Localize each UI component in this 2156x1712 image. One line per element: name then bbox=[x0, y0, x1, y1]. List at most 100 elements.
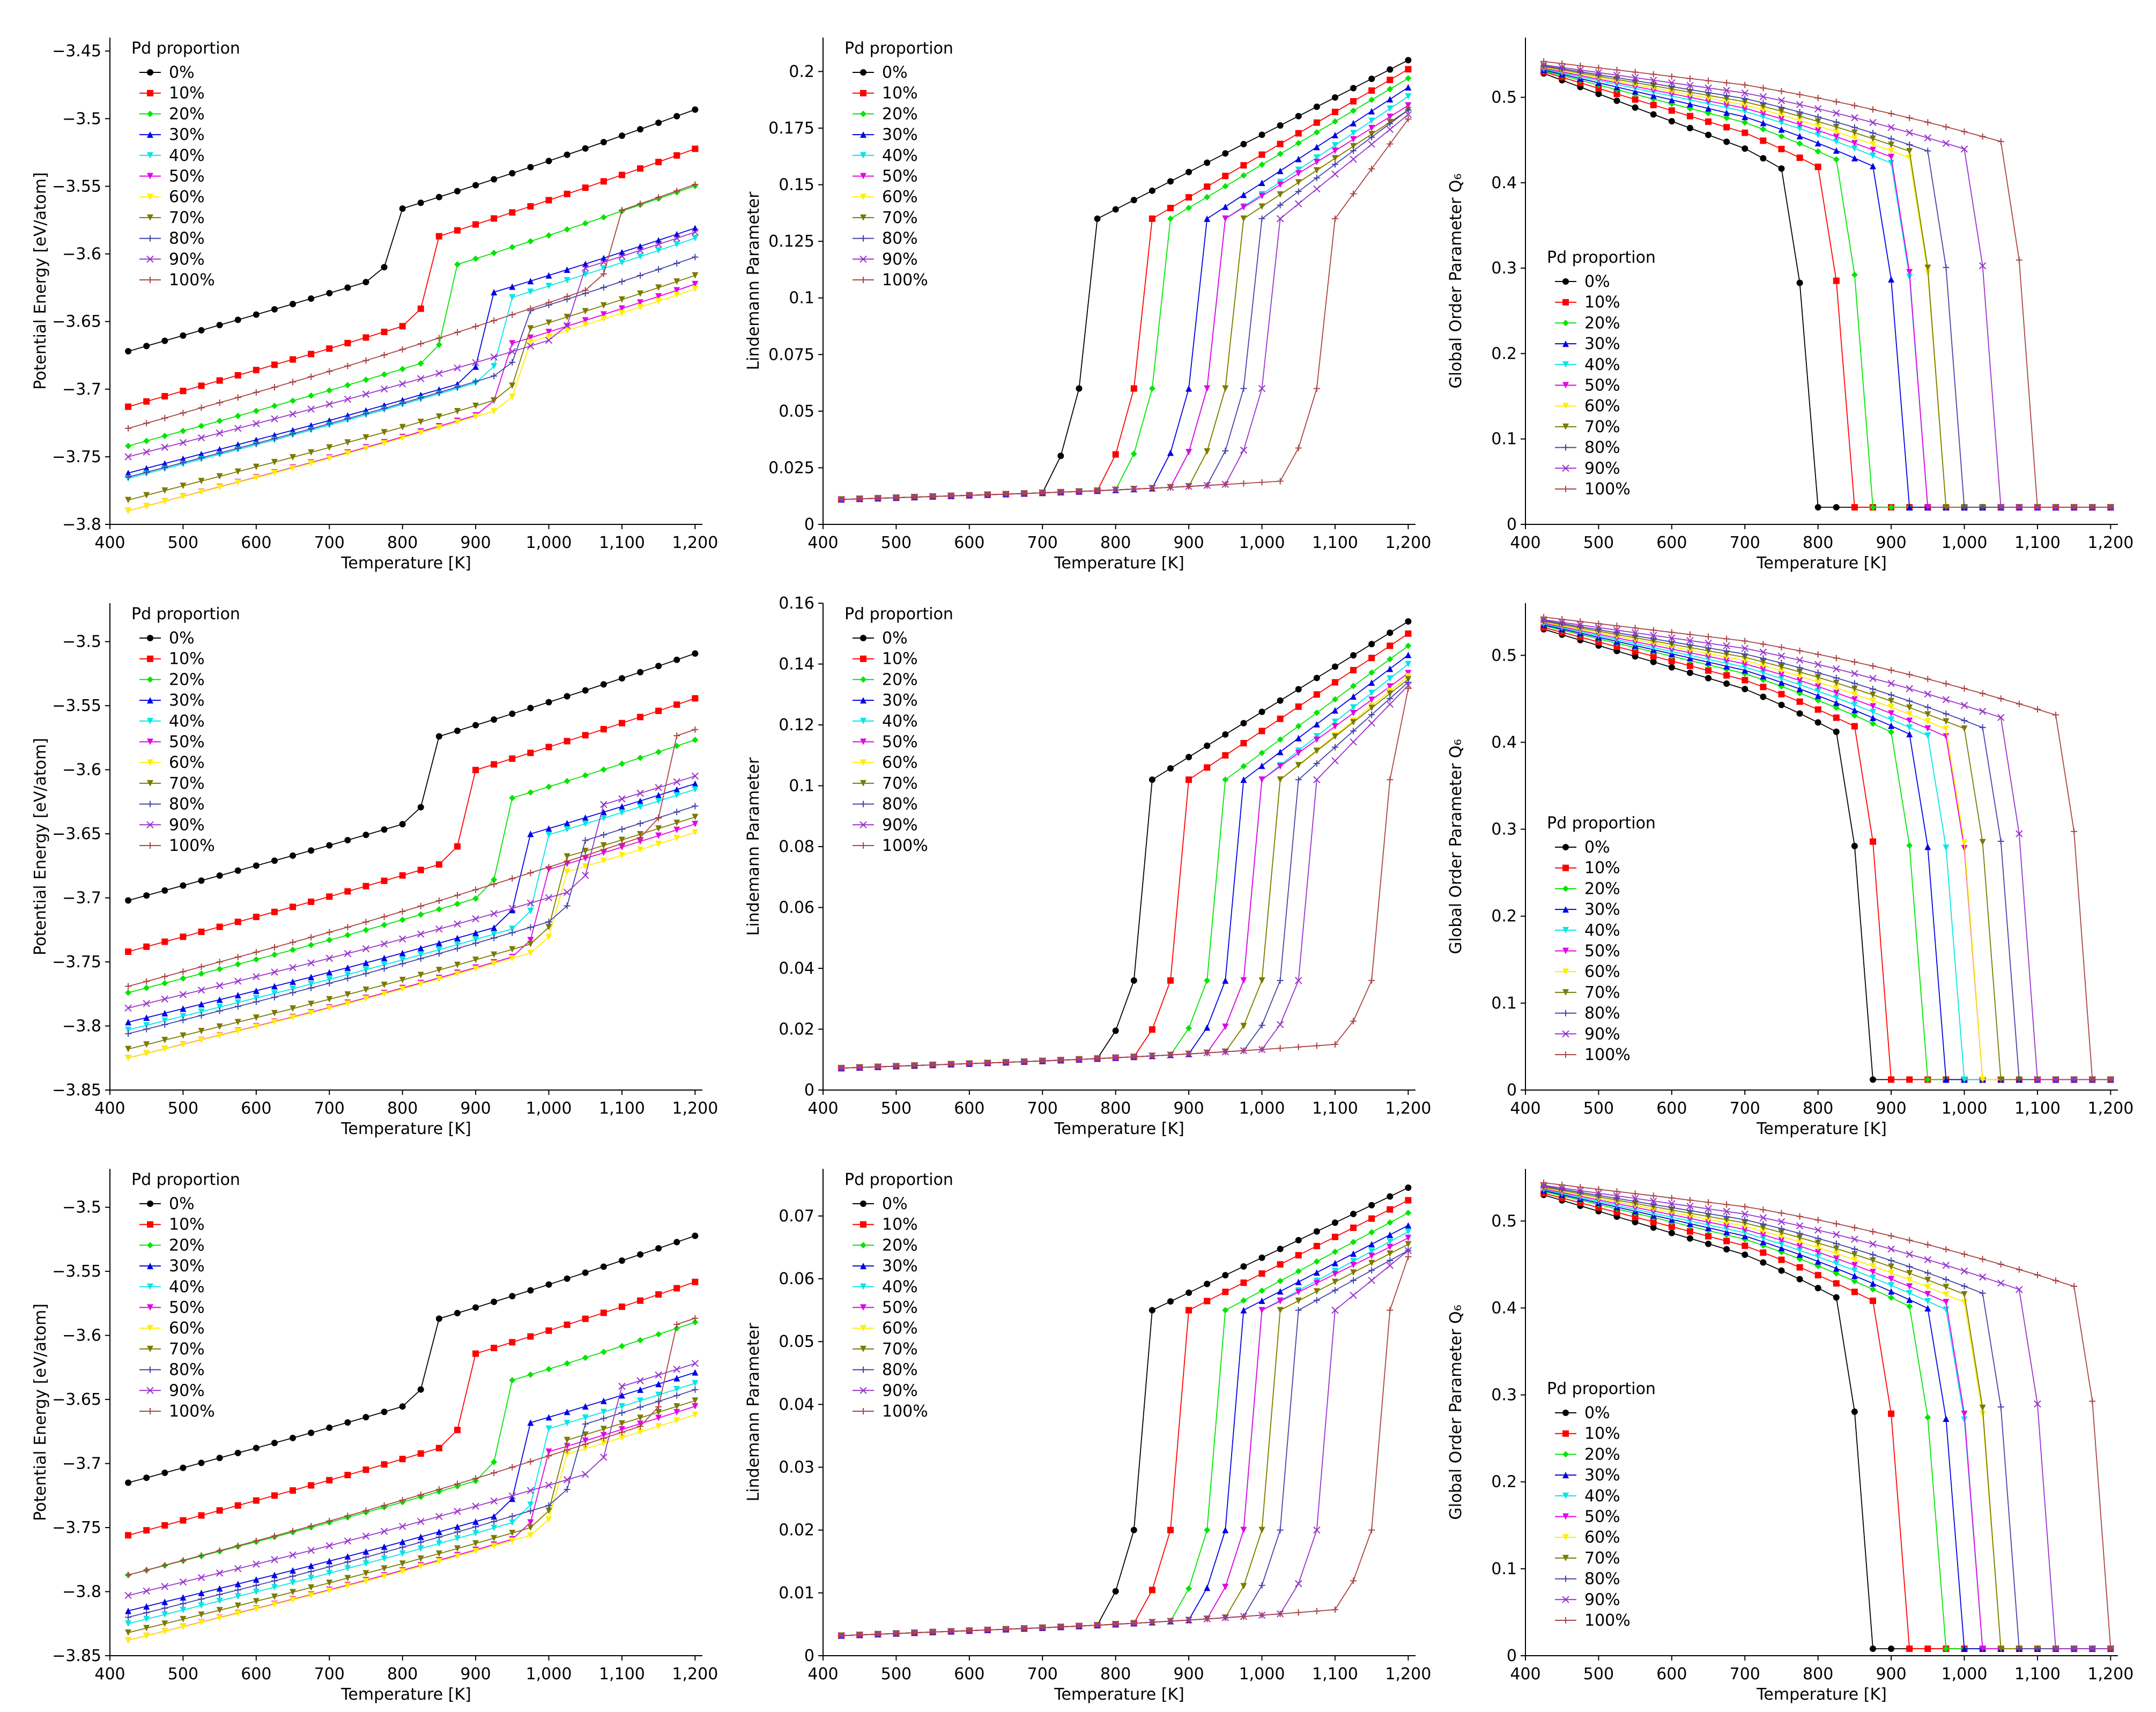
data-point bbox=[509, 755, 516, 762]
series-10% bbox=[1540, 1190, 2114, 1652]
data-point bbox=[1112, 451, 1119, 458]
data-point bbox=[1723, 1207, 1730, 1216]
data-point bbox=[1295, 113, 1302, 120]
legend-entry-50%: 50% bbox=[139, 167, 205, 186]
data-point bbox=[1686, 637, 1694, 644]
data-point bbox=[1277, 191, 1284, 198]
data-point bbox=[1851, 1251, 1858, 1258]
data-point bbox=[1562, 1430, 1569, 1437]
data-point bbox=[582, 1470, 589, 1478]
legend-entry-50%: 50% bbox=[853, 733, 918, 752]
data-point bbox=[1924, 1277, 1931, 1284]
data-point bbox=[271, 1010, 278, 1017]
data-point bbox=[253, 1560, 260, 1568]
data-point bbox=[600, 1397, 607, 1404]
data-point bbox=[1057, 453, 1064, 460]
series-line bbox=[841, 114, 1409, 500]
data-point bbox=[1705, 667, 1712, 674]
data-point bbox=[180, 1517, 187, 1524]
data-point bbox=[2016, 503, 2023, 511]
series-80% bbox=[125, 1386, 699, 1621]
data-point bbox=[1760, 106, 1767, 113]
legend-label: 20% bbox=[882, 670, 918, 689]
data-point bbox=[1869, 1274, 1876, 1281]
data-point bbox=[472, 1350, 479, 1357]
data-point bbox=[491, 249, 498, 256]
y-axis-label: Global Order Parameter Q₆ bbox=[1447, 1305, 1465, 1520]
data-point bbox=[1759, 648, 1767, 656]
x-tick-label: 1,200 bbox=[2087, 533, 2133, 552]
data-point bbox=[147, 1325, 153, 1332]
data-point bbox=[147, 90, 153, 97]
y-tick-label: −3.65 bbox=[52, 825, 101, 843]
legend-entry-100%: 100% bbox=[853, 1402, 928, 1421]
x-tick-label: 1,000 bbox=[1942, 1099, 1988, 1118]
legend-entry-100%: 100% bbox=[853, 836, 928, 855]
data-point bbox=[1961, 725, 1968, 732]
x-tick-label: 1,100 bbox=[599, 1099, 645, 1118]
data-point bbox=[860, 1304, 866, 1311]
data-point bbox=[1331, 147, 1338, 154]
series-line bbox=[841, 1237, 1409, 1636]
data-point bbox=[1833, 714, 1840, 721]
data-point bbox=[180, 1013, 187, 1020]
data-point bbox=[1887, 679, 1895, 687]
data-point bbox=[1562, 403, 1569, 410]
data-point bbox=[527, 1487, 535, 1494]
series-90% bbox=[1540, 61, 2115, 511]
y-tick-label: −3.8 bbox=[62, 515, 101, 534]
legend-label: 100% bbox=[169, 1402, 215, 1421]
data-point bbox=[180, 975, 187, 982]
data-point bbox=[143, 1050, 150, 1057]
data-point bbox=[527, 1333, 534, 1340]
data-point bbox=[234, 992, 241, 999]
y-tick-label: −3.75 bbox=[52, 448, 101, 466]
data-point bbox=[1595, 1189, 1603, 1197]
data-point bbox=[509, 955, 516, 962]
series-line bbox=[128, 288, 695, 512]
data-point bbox=[472, 363, 479, 370]
data-point bbox=[1186, 753, 1192, 760]
legend-label: 0% bbox=[169, 63, 195, 82]
legend-entry-0%: 0% bbox=[139, 629, 195, 648]
data-point bbox=[1258, 180, 1265, 187]
data-point bbox=[1368, 719, 1375, 727]
legend-label: 50% bbox=[882, 167, 918, 186]
data-point bbox=[564, 1451, 571, 1458]
legend-label: 70% bbox=[169, 1340, 205, 1359]
series-line bbox=[128, 1414, 695, 1641]
data-point bbox=[1313, 159, 1320, 166]
data-point bbox=[618, 1403, 625, 1410]
data-point bbox=[1887, 1245, 1895, 1253]
data-point bbox=[545, 1281, 552, 1288]
y-tick-label: −3.6 bbox=[62, 245, 101, 264]
data-point bbox=[454, 1427, 461, 1434]
data-point bbox=[1258, 384, 1266, 392]
series-line bbox=[128, 653, 695, 901]
data-point bbox=[147, 69, 153, 76]
data-point bbox=[435, 925, 443, 933]
data-point bbox=[435, 1513, 443, 1521]
legend-entry-40%: 40% bbox=[139, 1278, 205, 1296]
data-point bbox=[564, 693, 571, 700]
data-point bbox=[216, 377, 223, 384]
legend-label: 100% bbox=[169, 836, 215, 855]
data-point bbox=[362, 927, 369, 933]
data-point bbox=[637, 797, 644, 804]
legend-entry-90%: 90% bbox=[853, 1381, 918, 1400]
data-point bbox=[1814, 1240, 1821, 1247]
data-point bbox=[326, 976, 333, 983]
data-point bbox=[180, 455, 187, 462]
data-point bbox=[1204, 1024, 1211, 1031]
y-tick-label: 0.4 bbox=[1491, 733, 1517, 752]
data-point bbox=[326, 996, 333, 1003]
data-point bbox=[618, 132, 625, 139]
data-point bbox=[1760, 665, 1767, 672]
legend-entry-10%: 10% bbox=[1555, 293, 1620, 312]
data-point bbox=[234, 1581, 241, 1588]
legend-label: 70% bbox=[882, 209, 918, 227]
data-point bbox=[325, 954, 333, 962]
data-point bbox=[1833, 705, 1840, 712]
x-tick-label: 500 bbox=[168, 1665, 198, 1684]
x-tick-label: 1,100 bbox=[2014, 533, 2061, 552]
